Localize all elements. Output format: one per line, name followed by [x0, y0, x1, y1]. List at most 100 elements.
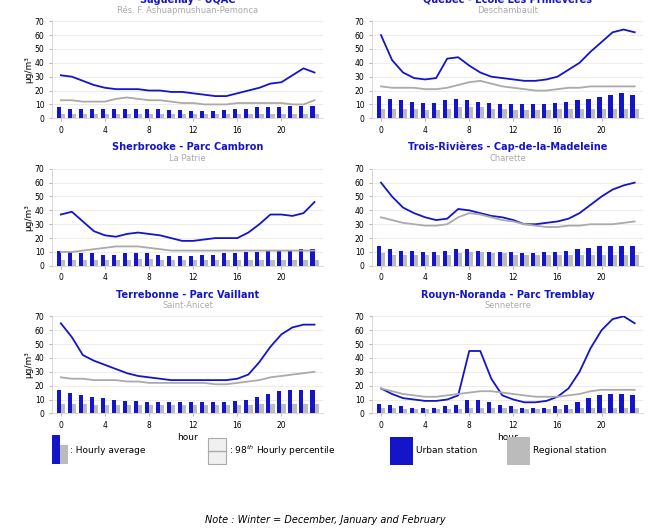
Bar — [390, 437, 413, 465]
Bar — [127, 260, 131, 266]
Bar — [215, 260, 220, 266]
Bar — [237, 114, 242, 118]
Bar — [57, 107, 61, 118]
Bar — [553, 407, 558, 413]
Bar — [278, 107, 281, 118]
Bar — [259, 260, 263, 266]
Bar — [255, 107, 259, 118]
Bar — [123, 253, 127, 266]
Bar — [52, 435, 60, 464]
Bar — [90, 253, 94, 266]
Bar — [134, 401, 138, 413]
Bar — [454, 99, 458, 118]
Bar — [608, 394, 612, 413]
Bar — [498, 405, 502, 413]
Bar — [189, 256, 193, 266]
Bar — [101, 109, 105, 118]
Bar — [542, 252, 547, 266]
Bar — [193, 260, 198, 266]
Bar — [79, 395, 83, 413]
Bar — [105, 260, 109, 266]
Text: Saint-Anicet: Saint-Anicet — [162, 302, 213, 311]
Bar — [575, 402, 580, 413]
Bar — [392, 255, 396, 266]
Bar — [204, 114, 209, 118]
Bar — [167, 110, 171, 118]
Bar — [509, 104, 514, 118]
Bar — [377, 96, 381, 118]
Bar — [580, 408, 584, 413]
Bar — [79, 109, 83, 118]
Bar — [248, 260, 252, 266]
Bar — [536, 110, 540, 118]
Bar — [288, 251, 292, 266]
Y-axis label: μg/m³: μg/m³ — [24, 204, 33, 231]
Bar — [623, 408, 628, 413]
Bar — [414, 109, 418, 118]
Bar — [270, 114, 274, 118]
Bar — [447, 109, 451, 118]
Bar — [381, 253, 385, 266]
Bar — [602, 109, 606, 118]
Bar — [123, 109, 127, 118]
Bar — [255, 397, 259, 413]
Bar — [310, 106, 315, 118]
Bar — [134, 109, 138, 118]
Bar — [204, 260, 209, 266]
Bar — [634, 109, 639, 118]
Bar — [421, 408, 425, 413]
Bar — [491, 109, 495, 118]
Bar — [105, 114, 109, 118]
Bar — [278, 251, 281, 266]
Text: Terrebonne - Parc Vaillant: Terrebonne - Parc Vaillant — [116, 290, 259, 300]
Y-axis label: μg/m³: μg/m³ — [24, 56, 33, 83]
Bar — [381, 408, 385, 413]
Bar — [502, 408, 506, 413]
Bar — [189, 111, 193, 118]
FancyBboxPatch shape — [208, 438, 226, 464]
Bar — [465, 249, 469, 266]
Bar — [112, 109, 116, 118]
Bar — [304, 114, 307, 118]
Bar — [414, 409, 418, 413]
Bar — [591, 255, 595, 266]
Bar — [156, 402, 160, 413]
Bar — [586, 99, 591, 118]
Bar — [233, 253, 237, 266]
Text: Saguenay - UQAC: Saguenay - UQAC — [140, 0, 235, 5]
Bar — [465, 100, 469, 118]
Bar — [580, 255, 584, 266]
Bar — [68, 109, 72, 118]
Bar — [569, 109, 573, 118]
Bar — [178, 402, 182, 413]
Bar — [226, 260, 231, 266]
Bar — [619, 246, 623, 266]
Bar — [299, 390, 304, 413]
Bar — [94, 114, 98, 118]
Bar — [288, 390, 292, 413]
Bar — [244, 400, 248, 413]
Text: : Hourly average: : Hourly average — [70, 446, 146, 455]
Bar — [57, 390, 61, 413]
Bar — [134, 253, 138, 266]
Bar — [591, 109, 595, 118]
Bar — [193, 405, 198, 413]
Bar — [507, 437, 530, 465]
Bar — [458, 253, 462, 266]
Bar — [57, 251, 61, 266]
Bar — [436, 409, 440, 413]
Bar — [61, 404, 65, 413]
Bar — [281, 260, 285, 266]
Bar — [619, 394, 623, 413]
Bar — [569, 255, 573, 266]
Bar — [315, 404, 318, 413]
Bar — [278, 391, 281, 413]
Text: Charette: Charette — [489, 154, 526, 163]
Bar — [160, 260, 164, 266]
Bar — [72, 114, 76, 118]
Bar — [569, 409, 573, 413]
Bar — [425, 255, 429, 266]
Bar — [116, 114, 120, 118]
Bar — [299, 106, 304, 118]
Bar — [292, 260, 296, 266]
